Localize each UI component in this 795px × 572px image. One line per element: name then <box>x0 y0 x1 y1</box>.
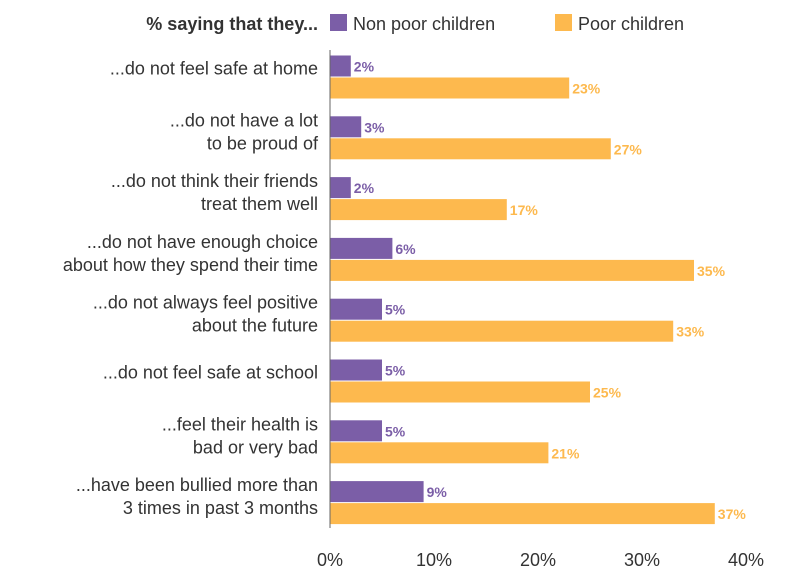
bar-non-poor <box>330 116 362 138</box>
legend: % saying that they... Non poor children … <box>146 14 684 34</box>
legend-label-non-poor: Non poor children <box>353 14 495 34</box>
category-label: ...do not have enough choice about how th… <box>63 232 318 275</box>
data-label-non-poor: 9% <box>427 484 448 500</box>
bar-poor <box>330 503 715 525</box>
x-tick-label: 0% <box>317 550 343 570</box>
data-label-non-poor: 6% <box>395 241 416 257</box>
legend-swatch-non-poor <box>330 14 347 31</box>
bar-non-poor <box>330 177 351 199</box>
category-label: ...have been bullied more than 3 times in… <box>76 475 318 518</box>
data-label-poor: 33% <box>676 324 705 340</box>
data-label-non-poor: 2% <box>354 180 375 196</box>
bar-non-poor <box>330 420 382 442</box>
data-label-poor: 25% <box>593 385 622 401</box>
x-tick-label: 20% <box>520 550 556 570</box>
data-label-non-poor: 2% <box>354 59 375 75</box>
bar-poor <box>330 77 570 99</box>
legend-title: % saying that they... <box>146 14 318 34</box>
data-label-poor: 21% <box>551 445 580 461</box>
data-label-poor: 35% <box>697 263 726 279</box>
bar-poor <box>330 199 507 221</box>
bar-poor <box>330 381 590 403</box>
category-label: ...do not feel safe at school <box>103 363 318 383</box>
data-label-poor: 17% <box>510 202 539 218</box>
data-label-non-poor: 5% <box>385 302 406 318</box>
x-tick-label: 10% <box>416 550 452 570</box>
bar-non-poor <box>330 55 351 77</box>
data-label-non-poor: 5% <box>385 363 406 379</box>
legend-label-poor: Poor children <box>578 14 684 34</box>
bar-poor <box>330 259 694 281</box>
data-label-non-poor: 5% <box>385 423 406 439</box>
data-label-poor: 27% <box>614 141 643 157</box>
data-label-poor: 23% <box>572 81 601 97</box>
bar-non-poor <box>330 298 382 320</box>
bar-non-poor <box>330 481 424 503</box>
category-label: ...do not feel safe at home <box>110 59 318 79</box>
data-label-poor: 37% <box>718 506 747 522</box>
x-tick-label: 40% <box>728 550 764 570</box>
data-label-non-poor: 3% <box>364 119 385 135</box>
bar-poor <box>330 320 674 342</box>
legend-swatch-poor <box>555 14 572 31</box>
category-label: ...do not think their friends treat them … <box>111 171 318 214</box>
category-label: ...do not have a lot to be proud of <box>170 110 319 153</box>
bar-poor <box>330 138 611 160</box>
category-label: ...feel their health is bad or very bad <box>162 414 318 457</box>
plot-area: ...do not feel safe at home 2% 23% ...do no… <box>63 50 764 570</box>
bar-poor <box>330 442 549 464</box>
bar-non-poor <box>330 359 382 381</box>
category-label: ...do not always feel positive about the … <box>93 293 318 336</box>
x-tick-label: 30% <box>624 550 660 570</box>
bar-non-poor <box>330 237 393 259</box>
